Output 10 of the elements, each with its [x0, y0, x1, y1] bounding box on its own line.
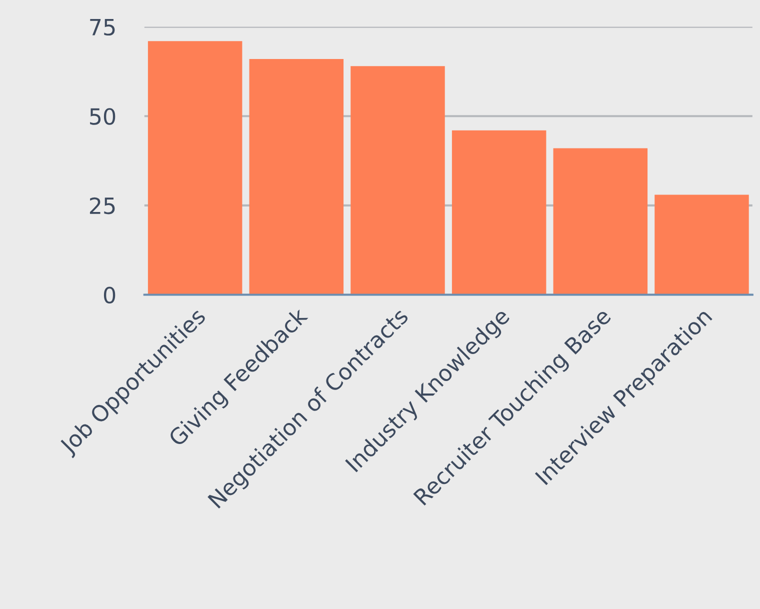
y-tick-label: 50: [90, 108, 116, 125]
y-tick-label: 75: [90, 19, 115, 36]
bar: [249, 58, 344, 295]
bar: [654, 194, 749, 295]
y-tick-label: 25: [90, 197, 115, 214]
bar: [452, 130, 546, 295]
y-tick-label: 0: [104, 286, 116, 304]
bar: [350, 66, 445, 295]
bar: [553, 148, 648, 295]
bar: [148, 41, 242, 295]
